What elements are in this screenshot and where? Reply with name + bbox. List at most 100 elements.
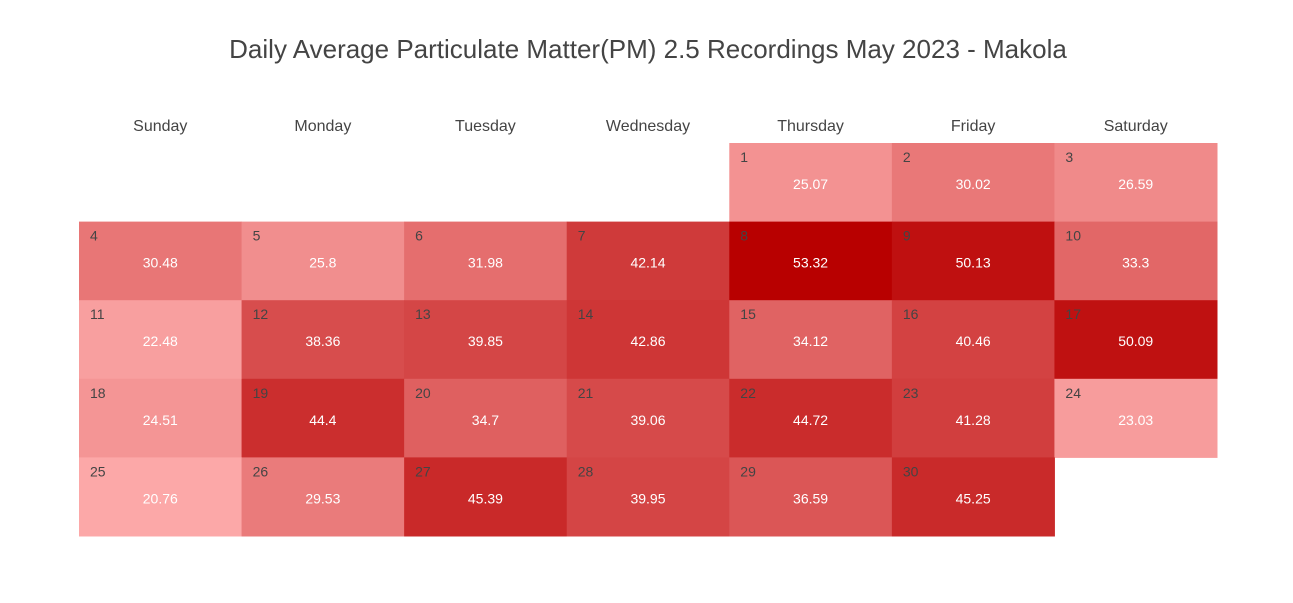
- day-number: 6: [415, 228, 423, 244]
- day-cell-rect: [1054, 143, 1218, 223]
- day-cell-rect: [566, 300, 730, 380]
- day-number: 23: [903, 385, 919, 401]
- day-cell: 15 34.12: [729, 300, 893, 380]
- day-value-label: 44.72: [793, 412, 828, 428]
- day-number: 13: [415, 306, 431, 322]
- day-cell-rect: [241, 378, 405, 458]
- day-cell-rect: [891, 300, 1055, 380]
- day-cell-rect: [566, 378, 730, 458]
- day-number: 21: [578, 385, 594, 401]
- day-value-label: 25.8: [309, 255, 336, 271]
- day-number: 27: [415, 463, 431, 479]
- day-cell: 742.14: [566, 221, 730, 301]
- day-cell-rect: [891, 457, 1055, 537]
- day-value-label: 42.14: [630, 255, 665, 271]
- day-cell-rect: [79, 300, 243, 380]
- day-value-label: 53.32: [793, 255, 828, 271]
- day-value-label: 25.07: [793, 176, 828, 192]
- day-value-label: 30.48: [143, 255, 178, 271]
- day-value-label: 34.12: [793, 333, 828, 349]
- day-cell: 23 41.28: [891, 378, 1055, 458]
- day-cell: 18 24.51: [79, 378, 243, 458]
- day-cell: 525.8: [241, 221, 405, 301]
- day-cell-rect: [729, 143, 893, 223]
- day-value-label: 44.4: [309, 412, 336, 428]
- day-number: 15: [740, 306, 756, 322]
- day-number: 25: [90, 463, 106, 479]
- weekday-label-wednesday: Wednesday: [606, 118, 690, 135]
- day-number: 28: [578, 463, 594, 479]
- day-cell-rect: [241, 300, 405, 380]
- weekday-label-sunday: Sunday: [133, 118, 187, 135]
- weekday-label-friday: Friday: [951, 118, 995, 135]
- day-cell-rect: [891, 221, 1055, 301]
- day-cell: 30 45.25: [891, 457, 1055, 537]
- day-number: 5: [253, 228, 261, 244]
- day-cell: 853.32: [729, 221, 893, 301]
- day-number: 9: [903, 228, 911, 244]
- day-cell: 12 38.36: [241, 300, 405, 380]
- day-cells: 125.07230.02326.59430.48525.8631.98742.1…: [79, 143, 1218, 537]
- day-number: 18: [90, 385, 106, 401]
- day-value-label: 42.86: [630, 333, 665, 349]
- day-cell-rect: [566, 457, 730, 537]
- day-cell-rect: [891, 378, 1055, 458]
- day-number: 17: [1065, 306, 1081, 322]
- day-number: 24: [1065, 385, 1081, 401]
- day-number: 30: [903, 463, 919, 479]
- day-cell: 28 39.95: [566, 457, 730, 537]
- day-number: 4: [90, 228, 98, 244]
- day-cell: 230.02: [891, 143, 1055, 223]
- weekday-label-tuesday: Tuesday: [455, 118, 516, 135]
- day-cell-rect: [241, 457, 405, 537]
- day-value-label: 33.3: [1122, 255, 1149, 271]
- day-value-label: 24.51: [143, 412, 178, 428]
- day-cell: 13 39.85: [404, 300, 568, 380]
- day-cell-rect: [404, 378, 568, 458]
- day-cell: 26 29.53: [241, 457, 405, 537]
- day-cell-rect: [891, 143, 1055, 223]
- day-number: 2: [903, 149, 911, 165]
- day-number: 11: [90, 306, 105, 322]
- day-number: 10: [1065, 228, 1081, 244]
- day-cell: 950.13: [891, 221, 1055, 301]
- day-number: 16: [903, 306, 919, 322]
- day-value-label: 38.36: [305, 333, 340, 349]
- day-value-label: 23.03: [1118, 412, 1153, 428]
- day-cell: 430.48: [79, 221, 243, 301]
- day-value-label: 41.28: [956, 412, 991, 428]
- day-cell-rect: [79, 378, 243, 458]
- day-number: 7: [578, 228, 586, 244]
- day-number: 12: [253, 306, 269, 322]
- weekday-label-saturday: Saturday: [1104, 118, 1168, 135]
- day-value-label: 50.13: [956, 255, 991, 271]
- day-cell: 326.59: [1054, 143, 1218, 223]
- day-cell-rect: [404, 221, 568, 301]
- day-value-label: 26.59: [1118, 176, 1153, 192]
- day-cell: 17 50.09: [1054, 300, 1218, 380]
- day-value-label: 39.95: [630, 490, 665, 506]
- day-number: 19: [253, 385, 269, 401]
- day-value-label: 22.48: [143, 333, 178, 349]
- day-cell-rect: [1054, 378, 1218, 458]
- day-cell-rect: [79, 221, 243, 301]
- day-cell: 16 40.46: [891, 300, 1055, 380]
- day-number: 29: [740, 463, 756, 479]
- day-value-label: 29.53: [305, 490, 340, 506]
- day-value-label: 31.98: [468, 255, 503, 271]
- chart-title: Daily Average Particulate Matter(PM) 2.5…: [229, 34, 1067, 64]
- day-cell: 125.07: [729, 143, 893, 223]
- day-cell-rect: [566, 221, 730, 301]
- weekday-label-monday: Monday: [294, 118, 351, 135]
- day-cell-rect: [1054, 221, 1218, 301]
- weekday-labels: Sunday Monday Tuesday Wednesday Thursday Frid…: [133, 118, 1168, 135]
- day-cell: 631.98: [404, 221, 568, 301]
- day-cell-rect: [729, 457, 893, 537]
- day-number: 3: [1065, 149, 1073, 165]
- day-cell-rect: [729, 221, 893, 301]
- day-number: 1: [740, 149, 748, 165]
- day-cell: 19 44.4: [241, 378, 405, 458]
- day-cell-rect: [404, 457, 568, 537]
- day-cell-rect: [1054, 300, 1218, 380]
